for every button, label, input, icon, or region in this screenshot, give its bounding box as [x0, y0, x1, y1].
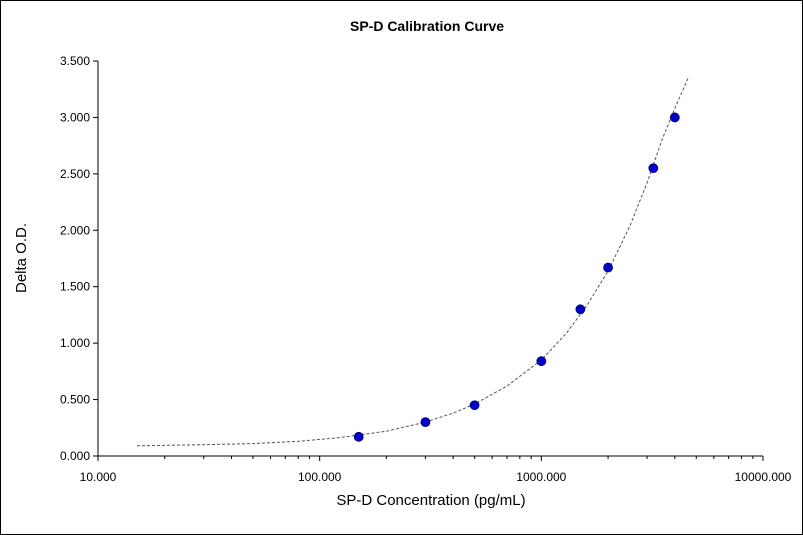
- x-tick-label: 10000.000: [735, 470, 792, 484]
- y-tick-label: 2.500: [60, 167, 90, 181]
- axes: 0.000 0.500 1.000 1.500 2.000 2.500 3.000 3.500…: [60, 54, 792, 484]
- x-tick-label: 100.000: [298, 470, 342, 484]
- y-tick-label: 0.000: [60, 449, 90, 463]
- data-point: [669, 112, 680, 123]
- data-point: [420, 417, 431, 428]
- x-axis-title: SP-D Concentration (pg/mL): [336, 492, 525, 509]
- data-point: [575, 304, 586, 315]
- y-tick-label: 1.000: [60, 336, 90, 350]
- y-tick-label: 2.000: [60, 223, 90, 237]
- fit-curve-line: [136, 77, 689, 447]
- data-point: [536, 356, 547, 367]
- y-tick-label: 1.500: [60, 280, 90, 294]
- y-tick-label: 3.000: [60, 110, 90, 124]
- y-axis-title: Delta O.D.: [13, 223, 30, 293]
- fit-curve-layer: [136, 77, 689, 447]
- data-points-layer: [353, 112, 680, 442]
- data-point: [603, 262, 613, 273]
- data-point: [648, 163, 659, 174]
- data-point: [353, 431, 364, 442]
- y-tick-label: 3.500: [60, 54, 90, 68]
- x-tick-label: 10.000: [80, 470, 117, 484]
- data-point: [469, 400, 480, 411]
- x-tick-label: 1000.000: [516, 470, 566, 484]
- chart-title: SP-D Calibration Curve: [350, 18, 504, 34]
- y-tick-label: 0.500: [60, 393, 90, 407]
